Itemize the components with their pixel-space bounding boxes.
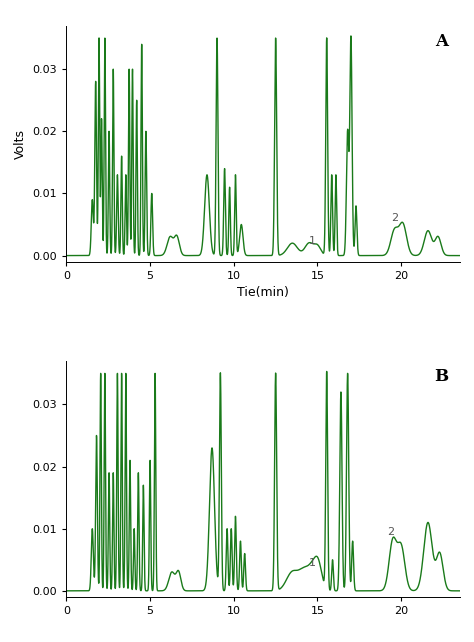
Text: A: A [435, 33, 448, 50]
Text: 2: 2 [388, 527, 395, 537]
Text: 2: 2 [391, 213, 398, 223]
Text: B: B [434, 368, 448, 385]
Text: 1: 1 [309, 236, 316, 247]
X-axis label: Tie(min): Tie(min) [237, 286, 289, 299]
Text: 1: 1 [309, 558, 316, 568]
Y-axis label: Volts: Volts [14, 129, 27, 159]
